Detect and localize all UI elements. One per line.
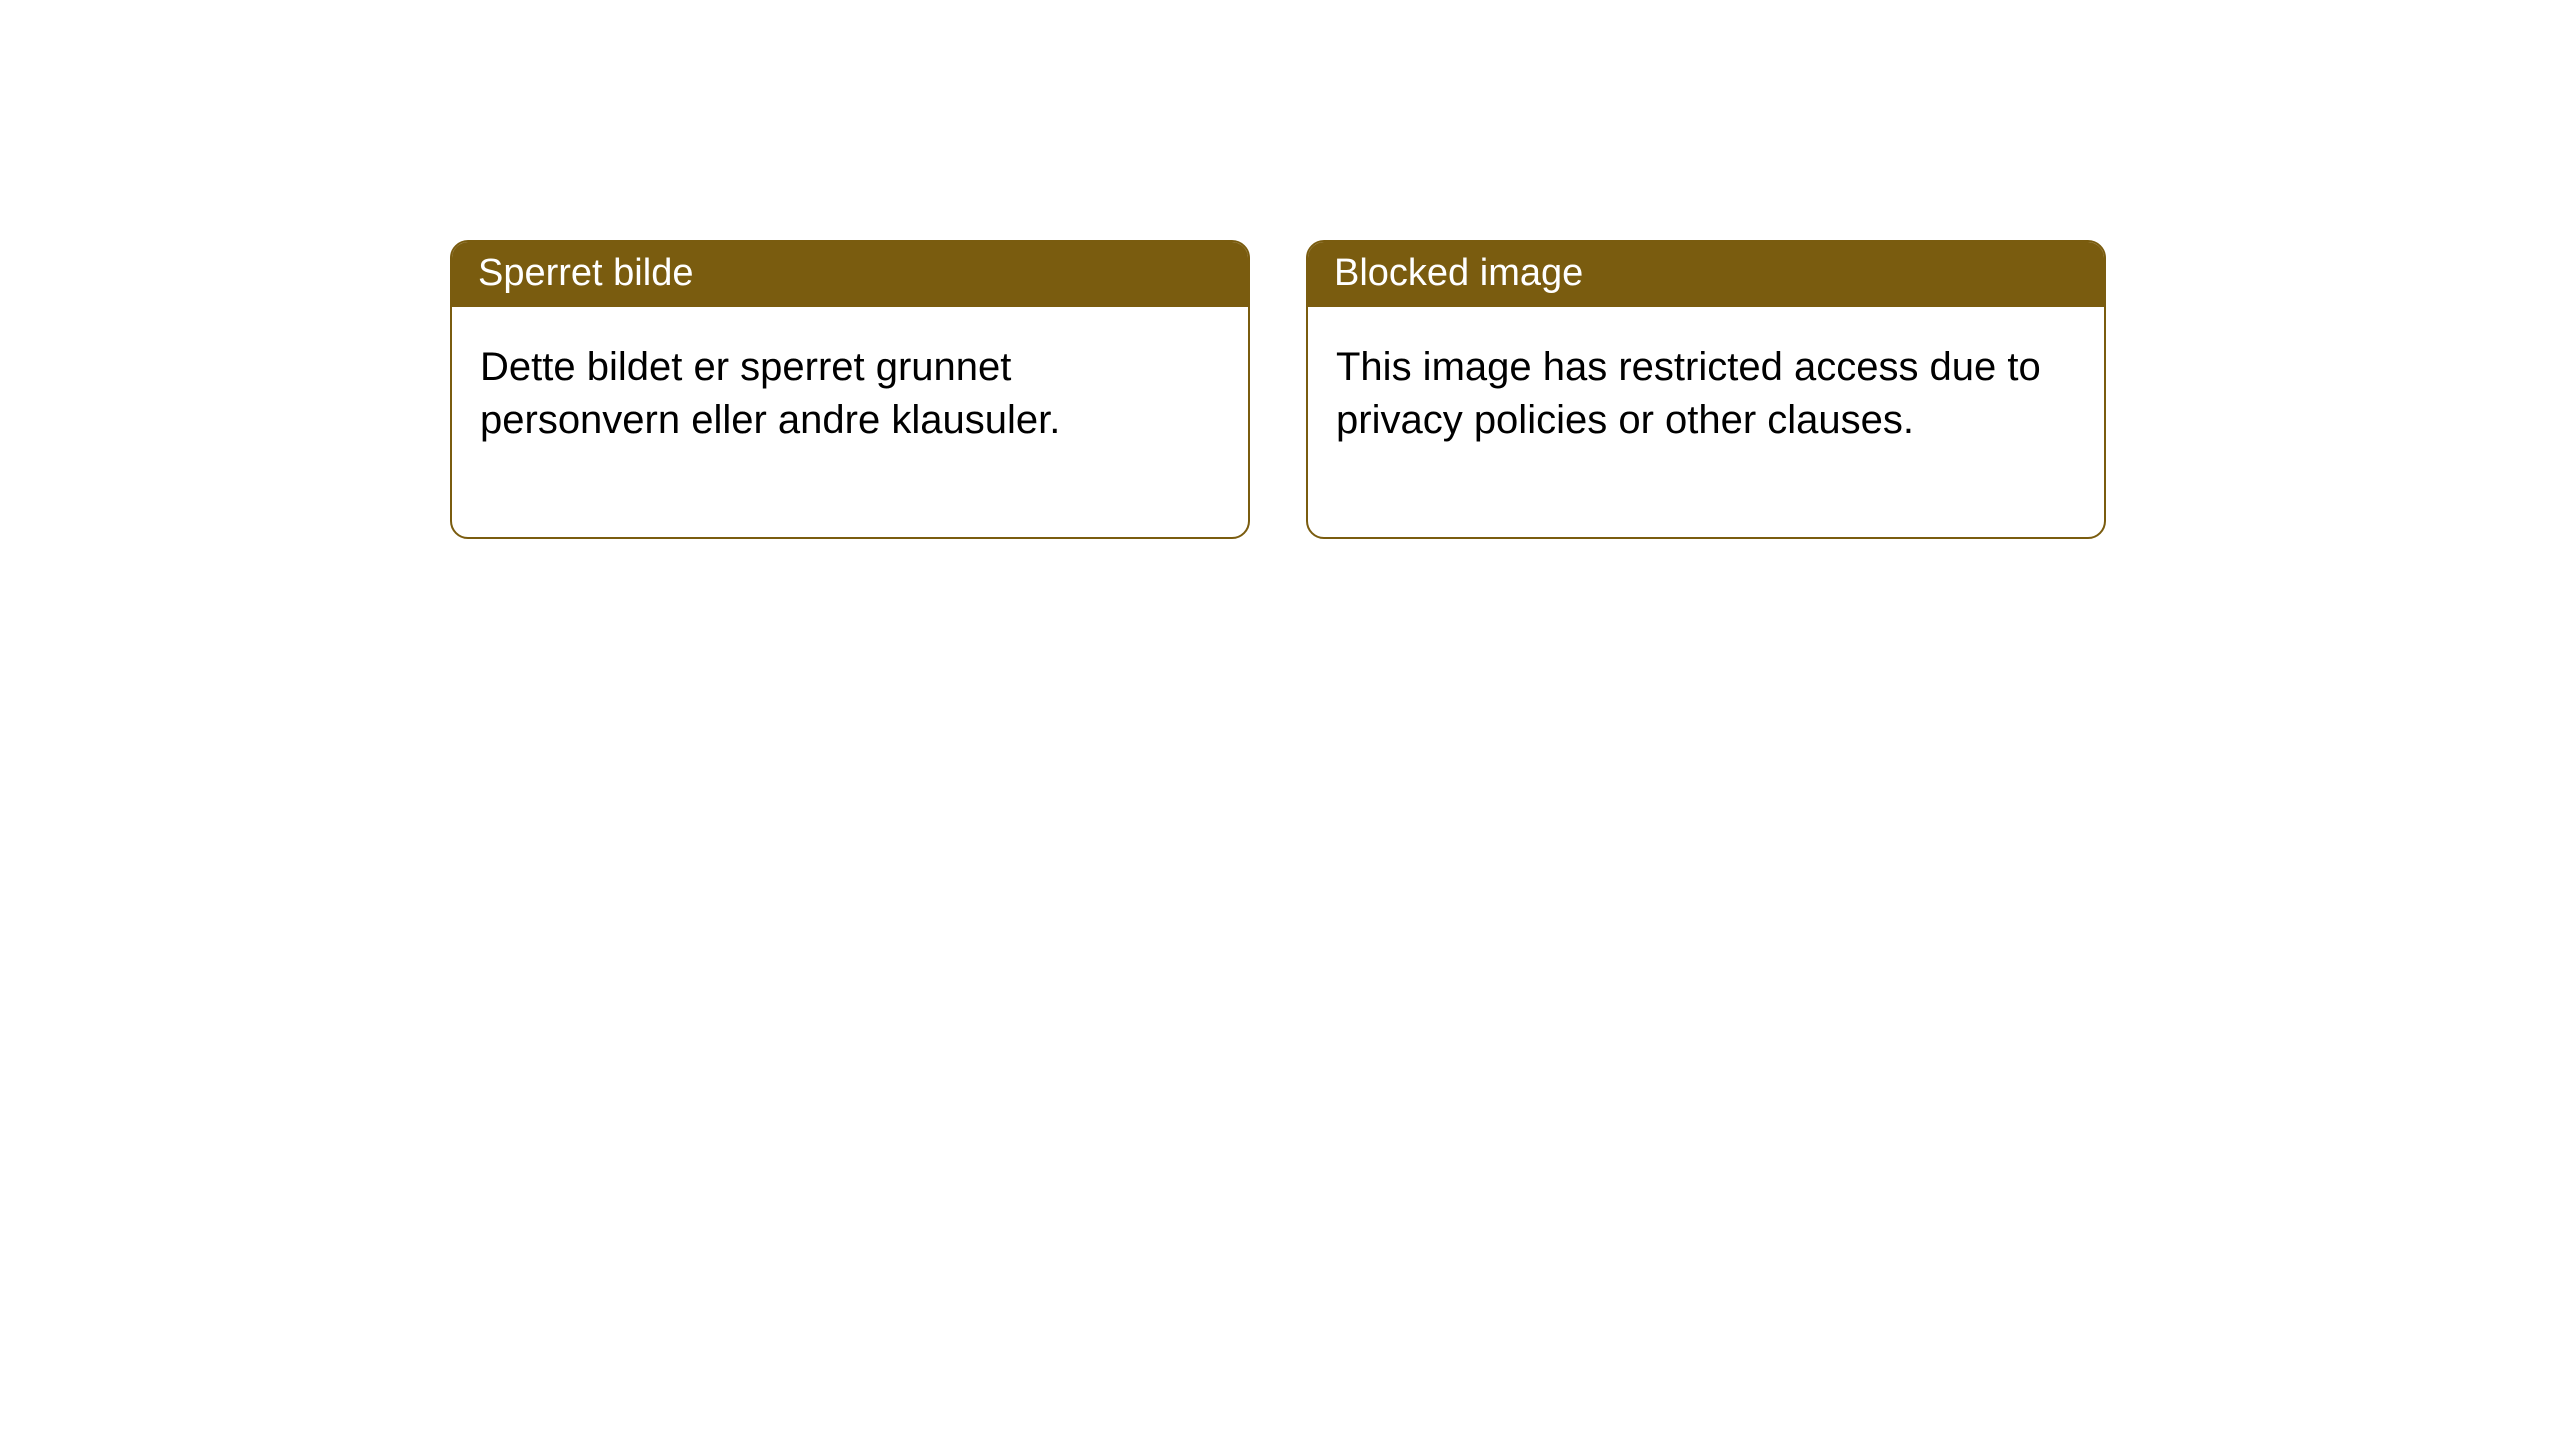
notice-title-english: Blocked image [1308,242,2104,307]
notice-card-english: Blocked image This image has restricted … [1306,240,2106,539]
notice-body-norwegian: Dette bildet er sperret grunnet personve… [452,307,1248,537]
notice-title-norwegian: Sperret bilde [452,242,1248,307]
notice-body-english: This image has restricted access due to … [1308,307,2104,537]
notice-container: Sperret bilde Dette bildet er sperret gr… [0,0,2560,539]
notice-card-norwegian: Sperret bilde Dette bildet er sperret gr… [450,240,1250,539]
